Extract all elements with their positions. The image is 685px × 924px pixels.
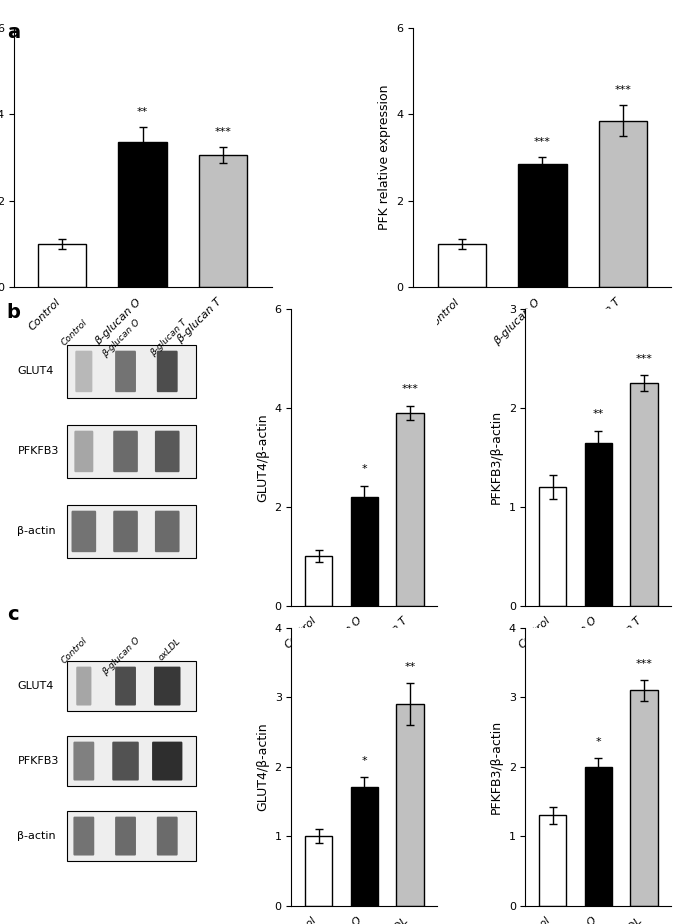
FancyBboxPatch shape [115,817,136,856]
Text: Control: Control [60,636,89,665]
Text: ***: *** [215,127,232,137]
Text: ***: *** [636,354,652,363]
Bar [585,767,612,906]
Text: β-actin: β-actin [18,527,56,537]
Text: *: * [362,756,367,766]
FancyBboxPatch shape [66,345,196,398]
FancyBboxPatch shape [154,666,181,706]
Bar [351,787,378,906]
FancyBboxPatch shape [157,351,177,392]
FancyBboxPatch shape [115,351,136,392]
Bar [38,244,86,287]
FancyBboxPatch shape [113,511,138,553]
Text: ***: *** [614,85,632,95]
Y-axis label: GLUT4/β-actin: GLUT4/β-actin [256,413,269,502]
Bar [518,164,566,287]
Text: PFKFB3: PFKFB3 [18,756,59,766]
Text: **: ** [593,408,604,419]
Text: **: ** [404,663,416,672]
Text: *: * [595,737,601,748]
Bar [305,836,332,906]
Text: ***: *** [534,137,551,147]
Text: c: c [7,605,18,625]
Y-axis label: PFK relative expression: PFK relative expression [378,85,391,230]
Y-axis label: PFKFB3/β-actin: PFKFB3/β-actin [490,410,503,505]
FancyBboxPatch shape [152,742,182,781]
Text: β-actin: β-actin [18,831,56,841]
Text: β-glucan O: β-glucan O [101,318,142,359]
Bar [539,487,566,605]
Text: PFKFB3: PFKFB3 [18,446,59,456]
Bar [351,497,378,605]
Bar [199,155,247,287]
FancyBboxPatch shape [66,736,196,786]
FancyBboxPatch shape [66,811,196,861]
Text: *: * [362,464,367,474]
FancyBboxPatch shape [75,431,93,472]
FancyBboxPatch shape [155,511,179,553]
Y-axis label: PFKFB3/β-actin: PFKFB3/β-actin [490,720,503,814]
Bar [396,413,423,605]
FancyBboxPatch shape [66,505,196,558]
Text: GLUT4: GLUT4 [18,681,54,691]
Bar [438,244,486,287]
Text: oxLDL: oxLDL [156,636,182,663]
Bar [539,815,566,906]
Bar [630,383,658,605]
FancyBboxPatch shape [75,351,92,392]
Text: β-glucan O: β-glucan O [101,636,142,677]
Bar [630,690,658,906]
FancyBboxPatch shape [155,431,179,472]
Text: a: a [7,23,20,43]
Bar [119,142,167,287]
FancyBboxPatch shape [115,666,136,706]
FancyBboxPatch shape [71,511,96,553]
Bar [396,704,423,906]
FancyBboxPatch shape [76,666,91,706]
Y-axis label: GLUT4/β-actin: GLUT4/β-actin [256,723,269,811]
FancyBboxPatch shape [66,425,196,478]
FancyBboxPatch shape [66,661,196,711]
Text: **: ** [137,107,148,116]
FancyBboxPatch shape [73,817,95,856]
FancyBboxPatch shape [113,431,138,472]
FancyBboxPatch shape [157,817,177,856]
Text: ***: *** [401,383,419,394]
Bar [305,556,332,605]
Text: ***: *** [636,659,652,669]
Text: Control: Control [60,318,89,347]
Bar [585,443,612,605]
FancyBboxPatch shape [112,742,139,781]
FancyBboxPatch shape [73,742,95,781]
Text: b: b [7,303,21,322]
Bar [599,121,647,287]
Text: β-glucan T: β-glucan T [149,318,189,359]
Text: GLUT4: GLUT4 [18,367,54,376]
